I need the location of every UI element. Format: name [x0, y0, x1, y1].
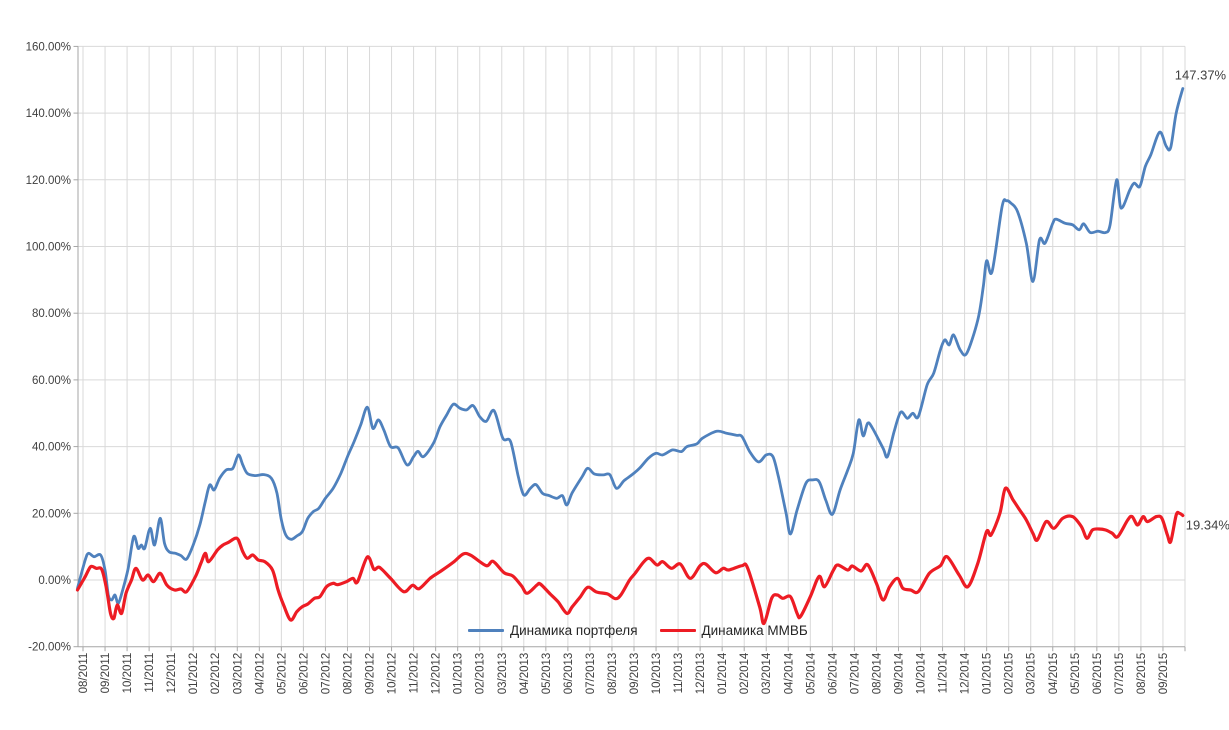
x-tick-label: 06/2013 — [563, 653, 575, 695]
x-tick-label: 07/2012 — [320, 653, 332, 695]
y-tick-label: 0.00% — [38, 575, 71, 587]
legend-label-portfolio: Динамика портфеля — [510, 623, 638, 638]
y-tick-label: 80.00% — [32, 308, 71, 320]
x-tick-label: 06/2012 — [298, 653, 310, 695]
x-tick-label: 01/2012 — [188, 653, 200, 695]
x-tick-label: 03/2014 — [761, 652, 773, 694]
x-tick-label: 07/2014 — [849, 652, 861, 694]
x-tick-label: 11/2014 — [938, 652, 950, 693]
x-tick-label: 11/2013 — [673, 653, 685, 694]
legend-label-mmvb: Динамика ММВБ — [701, 623, 808, 638]
legend-item-mmvb: Динамика ММВБ — [659, 623, 808, 638]
y-tick-label: 100.00% — [26, 242, 71, 254]
x-tick-label: 08/2015 — [1136, 653, 1148, 695]
x-tick-label: 09/2015 — [1158, 653, 1170, 695]
x-tick-label: 04/2013 — [519, 653, 531, 695]
mmvb-line-swatch-icon — [659, 629, 696, 632]
chart-legend: Динамика портфеля Динамика ММВБ — [468, 623, 808, 638]
x-tick-label: 01/2015 — [982, 653, 994, 695]
x-tick-label: 08/2011 — [78, 653, 90, 694]
x-tick-label: 01/2014 — [717, 652, 729, 694]
portfolio-end-label: 147.37% — [1175, 68, 1227, 83]
x-tick-label: 04/2014 — [783, 652, 795, 694]
x-tick-label: 02/2014 — [739, 652, 751, 694]
x-tick-label: 11/2012 — [409, 653, 421, 694]
x-tick-label: 10/2014 — [916, 652, 928, 694]
x-tick-label: 09/2012 — [365, 653, 377, 695]
mmvb-end-label: 19.34% — [1186, 518, 1229, 533]
x-tick-label: 12/2011 — [166, 653, 178, 694]
x-tick-label: 09/2013 — [629, 653, 641, 695]
x-tick-label: 05/2012 — [276, 653, 288, 695]
series-mmvb-line — [75, 486, 1185, 626]
x-tick-label: 04/2015 — [1048, 653, 1060, 695]
y-tick-label: 120.00% — [26, 175, 71, 187]
y-tick-label: 40.00% — [32, 442, 71, 454]
x-tick-label: 01/2013 — [453, 653, 465, 695]
series-portfolio-line — [76, 87, 1185, 605]
x-tick-label: 09/2011 — [100, 653, 112, 694]
x-tick-label: 02/2015 — [1004, 653, 1016, 695]
x-tick-label: 02/2013 — [475, 653, 487, 695]
x-tick-label: 03/2013 — [497, 653, 509, 695]
x-tick-label: 04/2012 — [254, 653, 266, 695]
x-tick-label: 11/2011 — [144, 653, 156, 693]
x-tick-label: 06/2015 — [1092, 653, 1104, 695]
legend-item-portfolio: Динамика портфеля — [468, 623, 638, 638]
x-tick-label: 12/2014 — [960, 652, 972, 694]
x-tick-label: 07/2013 — [585, 653, 597, 695]
x-tick-label: 05/2015 — [1070, 653, 1082, 695]
x-tick-label: 08/2014 — [871, 652, 883, 694]
y-tick-label: 20.00% — [32, 508, 71, 520]
x-tick-label: 02/2012 — [210, 653, 222, 695]
x-tick-label: 12/2013 — [695, 653, 707, 695]
y-tick-label: 140.00% — [26, 108, 71, 120]
x-tick-label: 05/2013 — [541, 653, 553, 695]
x-tick-label: 10/2011 — [122, 653, 134, 694]
x-tick-label: 07/2015 — [1114, 653, 1126, 695]
x-tick-label: 10/2013 — [651, 653, 663, 695]
x-tick-label: 12/2012 — [431, 653, 443, 695]
portfolio-line-swatch-icon — [468, 629, 504, 632]
x-tick-label: 03/2015 — [1026, 653, 1038, 695]
x-tick-label: 08/2013 — [607, 653, 619, 695]
x-tick-label: 06/2014 — [827, 652, 839, 694]
x-tick-label: 10/2012 — [387, 653, 399, 695]
y-tick-label: 160.00% — [26, 41, 71, 53]
y-tick-label: -20.00% — [28, 642, 71, 654]
y-tick-label: 60.00% — [32, 375, 71, 387]
x-tick-label: 08/2012 — [342, 653, 354, 695]
x-tick-label: 03/2012 — [232, 653, 244, 695]
x-tick-label: 09/2014 — [893, 652, 905, 694]
x-tick-label: 05/2014 — [805, 652, 817, 694]
